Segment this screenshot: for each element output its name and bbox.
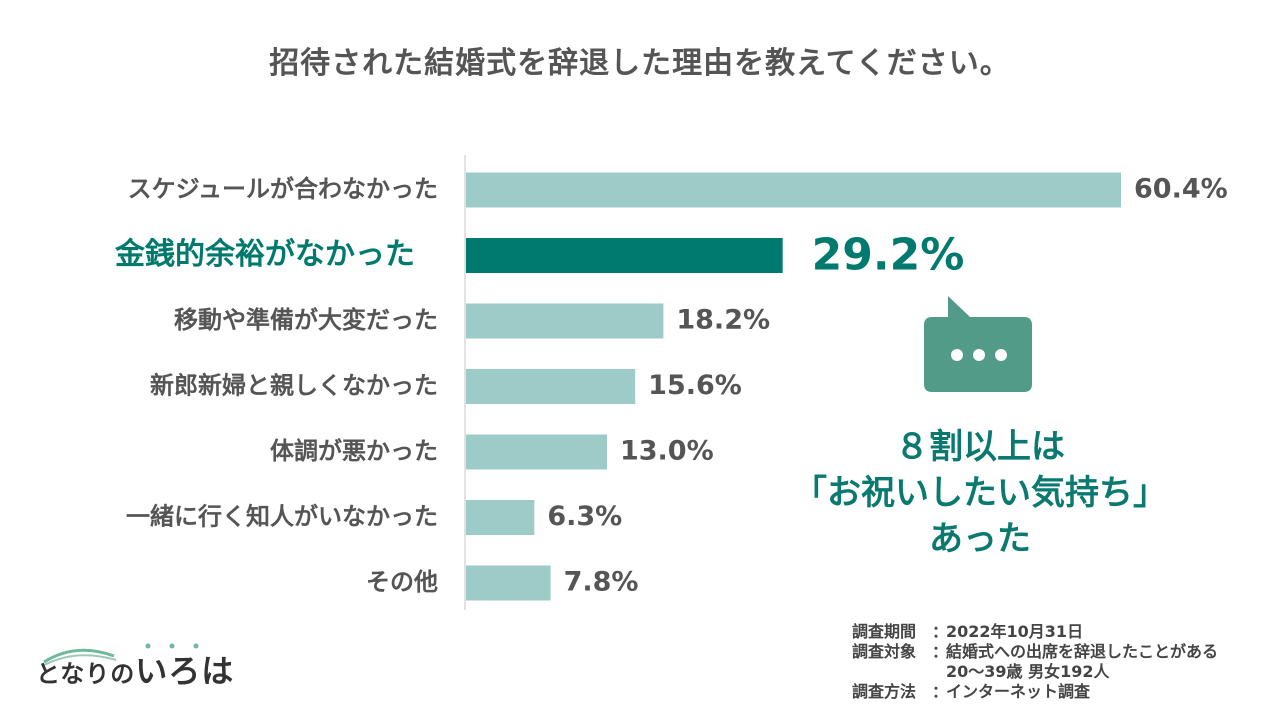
category-label: 移動や準備が大変だった bbox=[174, 306, 438, 334]
survey-info: 調査期間 ： 2022年10月31日 調査対象 ： 結婚式への出席を辞退したこと… bbox=[852, 622, 1218, 702]
callout-message: ８割以上は 「お祝いしたい気持ち」 あった bbox=[760, 424, 1200, 562]
value-label: 60.4% bbox=[1134, 174, 1228, 205]
survey-target-cont: 20〜39歳 男女192人 bbox=[852, 662, 1218, 682]
callout-line-3: あった bbox=[929, 519, 1031, 559]
logo-text: となりのいろは bbox=[36, 646, 234, 692]
bar bbox=[466, 172, 1121, 208]
bar bbox=[466, 369, 636, 404]
bar bbox=[466, 565, 551, 601]
survey-method-value: インターネット調査 bbox=[946, 682, 1091, 701]
bar bbox=[466, 238, 783, 273]
speech-bubble-icon bbox=[924, 296, 1032, 392]
logo-text-part1: となりの bbox=[36, 660, 136, 688]
survey-target: 調査対象 ： 結婚式への出席を辞退したことがある bbox=[852, 642, 1218, 662]
value-label: 15.6% bbox=[648, 370, 742, 401]
speech-dot bbox=[951, 349, 963, 361]
value-label: 18.2% bbox=[676, 305, 770, 336]
brand-logo: となりのいろは bbox=[36, 640, 236, 690]
category-label: 体調が悪かった bbox=[270, 437, 438, 465]
survey-target-label: 調査対象 bbox=[852, 642, 917, 661]
value-label: 29.2% bbox=[812, 230, 965, 281]
value-label: 7.8% bbox=[564, 567, 639, 598]
survey-colon: ： bbox=[932, 642, 949, 661]
logo-text-part2: いろは bbox=[135, 652, 235, 690]
survey-target-value-2: 20〜39歳 男女192人 bbox=[946, 662, 1110, 681]
category-label: 新郎新婦と親しくなかった bbox=[150, 372, 438, 400]
speech-dot bbox=[995, 349, 1007, 361]
survey-period-label: 調査期間 bbox=[852, 622, 917, 641]
value-label: 13.0% bbox=[620, 436, 714, 467]
callout-line-2: 「お祝いしたい気持ち」 bbox=[793, 473, 1167, 513]
survey-target-value: 結婚式への出席を辞退したことがある bbox=[946, 642, 1219, 661]
speech-bubble-shape bbox=[924, 296, 1032, 392]
survey-period: 調査期間 ： 2022年10月31日 bbox=[852, 622, 1218, 642]
survey-method: 調査方法 ： インターネット調査 bbox=[852, 682, 1218, 702]
category-label: 一緒に行く知人がいなかった bbox=[126, 503, 438, 531]
survey-colon: ： bbox=[932, 682, 949, 701]
survey-period-value: 2022年10月31日 bbox=[946, 622, 1084, 641]
callout-line-1: ８割以上は bbox=[895, 427, 1065, 467]
speech-dot bbox=[973, 349, 985, 361]
logo-arc-icon bbox=[41, 643, 199, 667]
chart-title: 招待された結婚式を辞退した理由を教えてください。 bbox=[269, 46, 1011, 81]
category-label: 金銭的余裕がなかった bbox=[114, 237, 415, 272]
bar bbox=[466, 500, 535, 535]
survey-method-label: 調査方法 bbox=[852, 682, 917, 701]
value-label: 6.3% bbox=[547, 501, 622, 532]
category-label: スケジュールが合わなかった bbox=[128, 175, 438, 203]
survey-colon: ： bbox=[932, 622, 949, 641]
bar bbox=[466, 303, 664, 339]
category-label: その他 bbox=[366, 568, 438, 596]
bar bbox=[466, 434, 607, 470]
